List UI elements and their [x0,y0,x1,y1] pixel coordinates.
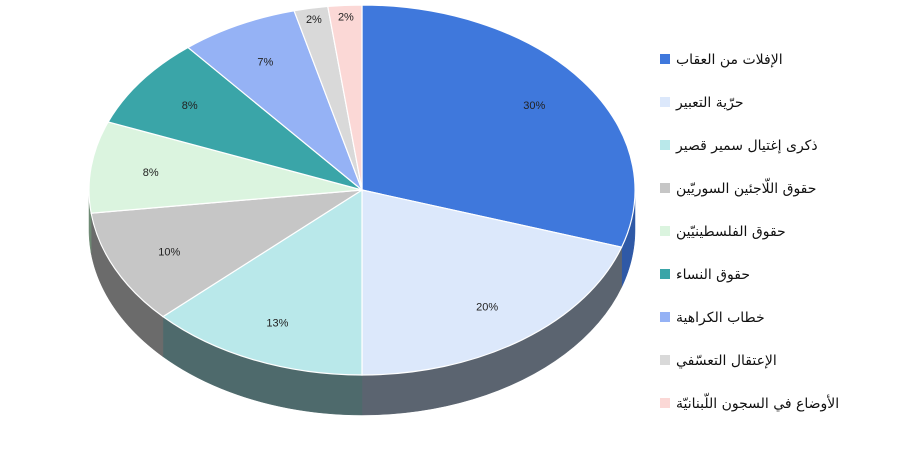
legend-swatch-5 [660,226,670,236]
pie-value-label-2: 20% [476,302,498,314]
legend-label-4: حقوق اللّاجئين السوريّين [676,178,816,197]
pie-top-surface [88,4,636,376]
pie-value-label-7: 7% [257,56,273,68]
legend-label-5: حقوق الفلسطينيّين [676,224,786,240]
legend-swatch-9 [660,398,670,408]
legend-swatch-1 [660,54,670,64]
legend-label-6: حقوق النساء [676,267,750,283]
pie-value-label-9: 2% [338,11,354,23]
pie-slice-4 [90,189,363,318]
pie-slice-3 [161,188,363,376]
pie-value-labels: 30% 20% 13% 10% 8% 8% 7% 2% 2% [143,11,546,329]
pie-value-label-8: 2% [306,14,322,26]
legend-label-2: حرّية التعبير [675,95,744,111]
pie-value-label-6: 8% [182,100,198,112]
legend-swatch-2 [660,97,670,107]
legend-swatch-7 [660,312,670,322]
legend-label-1: الإفلات من العقاب [676,52,783,68]
legend-swatch-8 [660,355,670,365]
legend-label-9: الأوضاع في السجون اللّبنانيّة [676,393,839,412]
legend-label-8: الإعتقال التعسّفي [676,353,777,369]
legend-swatch-6 [660,269,670,279]
pie-slice-2 [361,189,623,376]
legend-label-3: ذكرى إغتيال سمير قصير [675,138,818,154]
pie-slice-7 [186,10,364,192]
pie-slice-9 [327,4,363,191]
legend-label-7: خطاب الكراهية [676,310,765,326]
pie-value-label-5: 8% [143,167,159,179]
legend: الإفلات من العقاب حرّية التعبير ذكرى إغتيا… [660,52,839,412]
legend-swatch-3 [660,140,670,150]
pie-slice-5 [88,121,363,214]
pie-value-label-4: 10% [158,246,180,258]
legend-swatch-4 [660,183,670,193]
pie-slice-6 [107,46,363,191]
pie-slice-1 [361,4,636,248]
pie-value-label-3: 13% [266,317,288,329]
pie-value-label-1: 30% [523,100,545,112]
